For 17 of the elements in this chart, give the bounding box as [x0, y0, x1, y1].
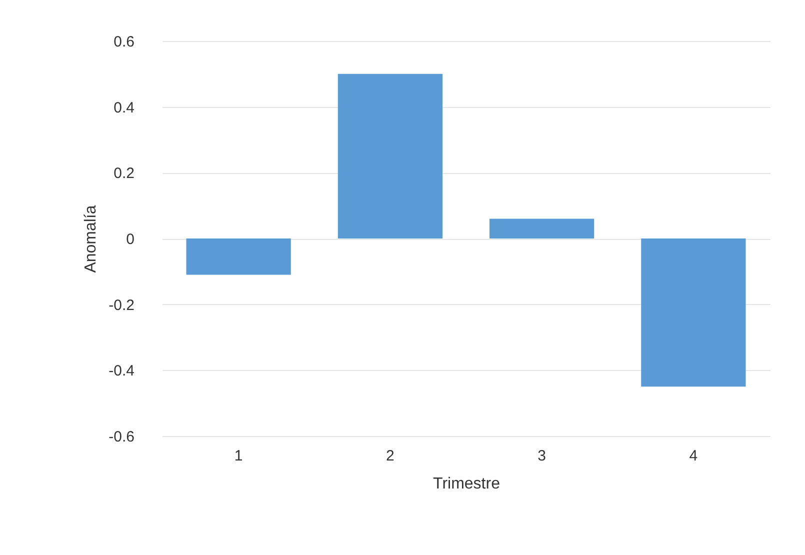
y-axis-title: Anomalía: [82, 205, 100, 273]
x-tick-label: 1: [234, 448, 243, 464]
y-tick-label: -0.2: [108, 296, 134, 314]
y-tick-label: -0.4: [108, 362, 134, 380]
y-tick-label: 0.2: [114, 165, 134, 182]
bar: [186, 238, 291, 275]
x-tick-label: 3: [538, 448, 546, 464]
bar: [490, 218, 594, 238]
y-tick-label: 0.6: [114, 34, 134, 50]
bar: [338, 74, 442, 238]
x-tick-label: 4: [689, 448, 698, 464]
y-tick-label: -0.6: [108, 428, 134, 446]
y-tick-label: 0.4: [114, 99, 134, 116]
x-axis-title: Trimestre: [433, 476, 500, 492]
x-tick-label: 2: [386, 448, 394, 464]
bar: [641, 238, 746, 387]
y-tick-label: 0: [126, 231, 134, 248]
